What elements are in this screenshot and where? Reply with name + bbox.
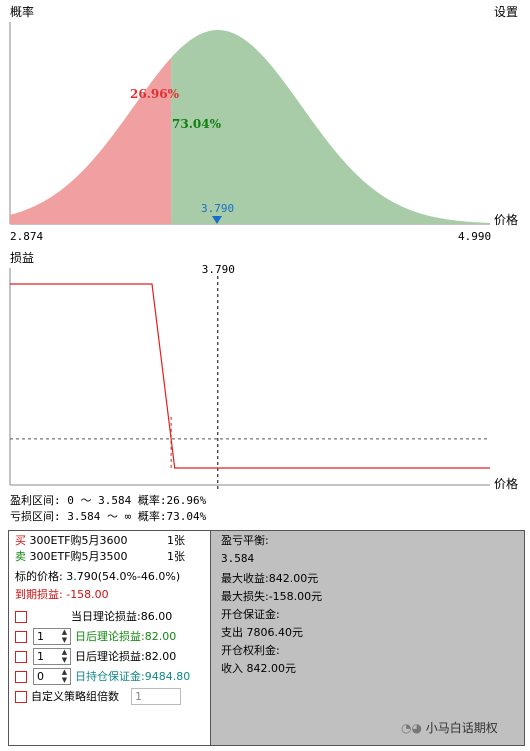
option-value: 86.00 <box>140 610 173 623</box>
option-row: 日持仓保证金:9484.80 <box>75 669 190 685</box>
option-label: 日后理论损益: <box>75 650 145 663</box>
loss-range: 亏损区间: 3.584 ～ ∞ 概率:73.04% <box>10 510 207 523</box>
option-checkbox[interactable] <box>15 671 27 683</box>
wechat-icon: ◔◕ <box>401 721 426 735</box>
pl-title: 损益 <box>10 251 34 265</box>
stepper-up-icon[interactable]: ▲ <box>61 628 68 636</box>
stepper-down-icon[interactable]: ▼ <box>61 656 68 664</box>
watermark: ◔◕ 小马白话期权 <box>401 721 498 735</box>
strategy-panel: 买 300ETF购5月3600 1张 卖 300ETF购5月3500 1张 标的… <box>8 530 525 746</box>
x-max-label: 4.990 <box>458 230 491 243</box>
prob-xlabel: 价格 <box>494 212 518 227</box>
profit-probability-label: 73.04% <box>172 117 222 131</box>
option-row: 当日理论损益:86.00 <box>71 609 172 625</box>
position-row: 买 300ETF购5月3600 1张 <box>15 533 185 549</box>
profit-range: 盈利区间: 0 ～ 3.584 概率:26.96% <box>10 494 207 507</box>
days-stepper[interactable]: 0 ▲ ▼ <box>33 668 71 685</box>
stepper-value: 0 <box>37 670 44 683</box>
stepper-down-icon[interactable]: ▼ <box>61 676 68 684</box>
position-side: 买 <box>15 534 26 547</box>
profit-loss-line <box>10 283 490 469</box>
option-row: 日后理论损益:82.00 <box>75 649 176 665</box>
pl-xlabel: 价格 <box>494 476 518 491</box>
max-loss: 最大损失:-158.00元 <box>221 590 323 603</box>
position-name: 300ETF购5月3600 <box>29 534 128 547</box>
position-qty: 1张 <box>167 534 185 547</box>
pl-marker-label: 3.790 <box>202 263 235 276</box>
option-checkbox[interactable] <box>15 651 27 663</box>
breakeven-value: 3.584 <box>221 552 255 565</box>
profit-loss-chart: 损益 3.790 价格 <box>9 251 518 491</box>
expiry-pl: 到期损益: -158.00 <box>15 587 109 603</box>
price-marker-icon[interactable] <box>212 216 222 224</box>
price-marker-label: 3.790 <box>201 202 234 215</box>
stepper-value: 1 <box>135 690 142 703</box>
margin-value: 支出 7806.40元 <box>221 626 303 639</box>
position-qty: 1张 <box>167 550 185 563</box>
stepper-value: 1 <box>37 630 44 643</box>
custom-multiplier-label: 自定义策略组倍数 <box>31 690 119 703</box>
settings-link[interactable]: 设置 <box>494 5 518 19</box>
stepper-value: 1 <box>37 650 44 663</box>
strategy-settings: 买 300ETF购5月3600 1张 卖 300ETF购5月3500 1张 标的… <box>9 531 211 745</box>
option-checkbox[interactable] <box>15 611 27 623</box>
days-stepper[interactable]: 1 ▲ ▼ <box>33 648 71 665</box>
stepper-up-icon[interactable]: ▲ <box>61 668 68 676</box>
stepper-down-icon[interactable]: ▼ <box>61 636 68 644</box>
position-row: 卖 300ETF购5月3500 1张 <box>15 549 185 565</box>
option-value: 9484.80 <box>144 670 191 683</box>
premium-value: 收入 842.00元 <box>221 662 296 675</box>
option-label: 日持仓保证金: <box>75 670 145 683</box>
option-value: 82.00 <box>144 630 177 643</box>
option-label: 当日理论损益: <box>71 610 141 623</box>
option-checkbox[interactable] <box>15 631 27 643</box>
stepper-up-icon[interactable]: ▲ <box>61 648 68 656</box>
breakeven-label: 盈亏平衡: <box>221 534 269 547</box>
max-profit: 最大收益:842.00元 <box>221 572 319 585</box>
option-row: 日后理论损益:82.00 <box>75 629 176 645</box>
multiplier-stepper[interactable]: 1 <box>131 688 181 705</box>
premium-label: 开仓权利金: <box>221 644 280 657</box>
expiry-pl-label: 到期损益: <box>15 588 63 601</box>
expiry-pl-value: -158.00 <box>66 588 109 601</box>
result-info: 盈亏平衡: 3.584 最大收益:842.00元 最大损失:-158.00元 开… <box>211 531 524 745</box>
prob-title: 概率 <box>10 4 34 19</box>
option-value: 82.00 <box>144 650 177 663</box>
margin-label: 开仓保证金: <box>221 608 280 621</box>
days-stepper[interactable]: 1 ▲ ▼ <box>33 628 71 645</box>
loss-probability-label: 26.96% <box>130 87 180 101</box>
position-name: 300ETF购5月3500 <box>29 550 128 563</box>
option-label: 日后理论损益: <box>75 630 145 643</box>
position-side: 卖 <box>15 550 26 563</box>
x-min-label: 2.874 <box>10 230 43 243</box>
custom-multiplier-checkbox[interactable] <box>15 691 27 703</box>
loss-probability-area <box>10 57 172 225</box>
probability-chart: 概率 设置 26.96% 73.04% 3.790 价格 2.874 4.990 <box>9 4 518 243</box>
underlying-price: 标的价格: 3.790(54.0%-46.0%) <box>15 570 181 583</box>
profit-probability-area <box>171 30 490 224</box>
